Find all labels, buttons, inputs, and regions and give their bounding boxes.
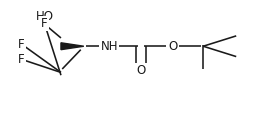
Text: F: F (41, 17, 48, 30)
Text: F: F (18, 53, 25, 66)
Polygon shape (61, 43, 84, 50)
Text: F: F (18, 38, 25, 51)
Text: HO: HO (36, 10, 53, 23)
Text: O: O (168, 40, 177, 53)
Text: NH: NH (101, 40, 118, 53)
Text: O: O (136, 64, 146, 77)
